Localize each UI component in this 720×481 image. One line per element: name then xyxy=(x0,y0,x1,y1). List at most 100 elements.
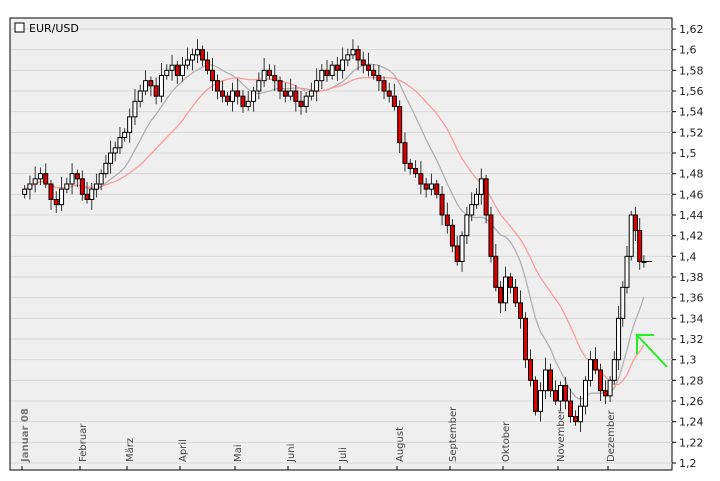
candle-body xyxy=(350,49,356,56)
candle-body xyxy=(573,416,578,423)
candle-body xyxy=(43,173,49,185)
candle-body xyxy=(598,369,603,392)
candle-body xyxy=(132,100,138,118)
candle-body xyxy=(355,49,361,61)
candle-body xyxy=(158,75,164,97)
y-tick-label: 1,36 xyxy=(679,292,704,305)
candle-body xyxy=(402,142,408,164)
candle-body xyxy=(360,59,366,66)
moving-averages xyxy=(24,63,645,401)
candle-body xyxy=(220,90,225,97)
candle-body xyxy=(439,193,445,216)
candle-body xyxy=(449,224,455,247)
candle-body xyxy=(195,49,200,56)
candle-body xyxy=(523,317,528,361)
candle-body xyxy=(324,69,330,77)
candle-body xyxy=(558,385,563,402)
candle-body xyxy=(84,193,90,200)
y-tick-label: 1,3 xyxy=(679,354,697,367)
candle-body xyxy=(185,59,190,66)
candle-body xyxy=(180,64,185,76)
x-tick-label: November xyxy=(556,409,567,462)
candle-body xyxy=(508,276,513,288)
y-tick-label: 1,48 xyxy=(679,168,704,181)
candle-body xyxy=(53,199,59,206)
candle-body xyxy=(282,90,288,97)
candle-body xyxy=(488,214,494,257)
candle-body xyxy=(603,390,608,397)
x-tick-label: Oktober xyxy=(501,421,512,462)
candle-body xyxy=(434,183,440,195)
candle-body xyxy=(553,390,558,402)
candle-body xyxy=(74,173,80,180)
candle-body xyxy=(266,69,272,77)
candle-body xyxy=(200,49,205,61)
candle-body xyxy=(251,90,257,102)
candle-body xyxy=(230,90,235,102)
candle-body xyxy=(240,95,246,107)
y-tick-label: 1,26 xyxy=(679,395,704,408)
candle-body xyxy=(272,75,278,82)
candle-body xyxy=(518,302,523,319)
candles xyxy=(22,39,652,432)
candle-body xyxy=(103,162,109,175)
candle-body xyxy=(376,75,382,82)
candle-body xyxy=(22,188,28,195)
candle-body xyxy=(37,173,43,180)
candle-body xyxy=(89,188,95,201)
candle-body xyxy=(628,214,634,257)
candle-body xyxy=(397,106,403,144)
candle-body xyxy=(308,90,314,97)
candle-body xyxy=(98,173,104,185)
x-tick-label: Februar xyxy=(78,423,89,462)
candle-body xyxy=(528,359,533,381)
candle-body xyxy=(469,204,475,216)
candle-body xyxy=(190,54,195,61)
candle-body xyxy=(607,379,613,397)
candle-body xyxy=(137,90,143,102)
y-tick-label: 1,44 xyxy=(679,209,704,222)
y-tick-label: 1,6 xyxy=(679,44,697,57)
candle-body xyxy=(459,235,465,263)
candle-body xyxy=(568,400,573,417)
candle-body xyxy=(588,359,593,381)
candle-body xyxy=(548,369,553,392)
y-tick-label: 1,2 xyxy=(679,457,697,470)
y-tick-label: 1,28 xyxy=(679,374,704,387)
moving-average-line xyxy=(24,76,645,386)
candle-body xyxy=(478,178,484,195)
candle-body xyxy=(277,80,283,92)
candle-body xyxy=(256,80,262,92)
x-axis: Januar 08 Februar März April Mai Juni Juli Augu… xyxy=(20,406,617,470)
y-tick-label: 1,52 xyxy=(679,126,704,139)
candle-body xyxy=(64,183,70,190)
candle-body xyxy=(153,85,159,97)
candle-body xyxy=(483,178,489,216)
y-tick-label: 1,42 xyxy=(679,230,704,243)
candle-body xyxy=(593,359,598,371)
candle-body xyxy=(418,173,424,185)
y-tick-label: 1,22 xyxy=(679,436,704,449)
candle-body xyxy=(169,64,175,71)
candle-body xyxy=(578,405,583,423)
candle-body xyxy=(127,116,133,133)
candle-body xyxy=(371,69,377,77)
candle-body xyxy=(48,183,54,200)
x-tick-label: Juli xyxy=(338,447,349,463)
legend-label: EUR/USD xyxy=(29,22,79,35)
candle-body xyxy=(493,255,499,288)
candle-body xyxy=(583,379,588,407)
candle-body xyxy=(205,59,210,71)
candle-body xyxy=(319,69,325,82)
y-tick-label: 1,5 xyxy=(679,147,697,160)
candle-body xyxy=(538,390,543,412)
candle-body xyxy=(112,147,118,154)
candle-body xyxy=(210,69,215,82)
candle-body xyxy=(79,178,85,195)
x-tick-label: Mai xyxy=(233,444,244,462)
candle-body xyxy=(288,90,294,97)
candle-body xyxy=(503,276,508,304)
candle-body xyxy=(298,100,304,108)
candle-body xyxy=(423,183,429,190)
